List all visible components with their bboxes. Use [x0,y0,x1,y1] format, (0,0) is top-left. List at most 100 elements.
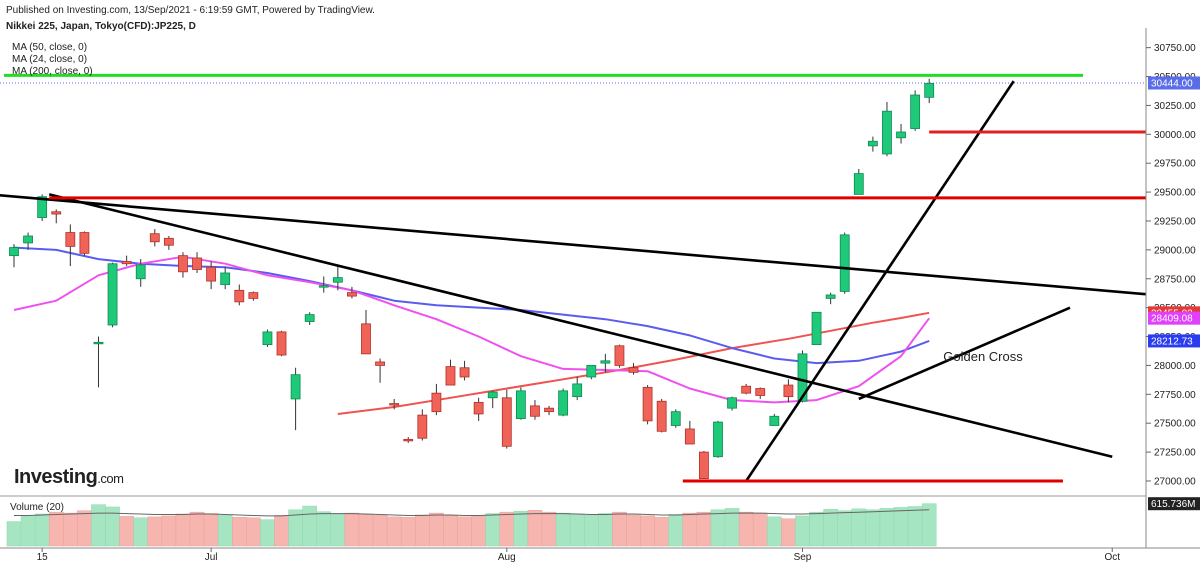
candle-body [867,140,878,147]
volume-bar [175,513,191,547]
candlesticks [9,78,935,480]
volume-bar [63,512,78,547]
candle-body [79,232,90,254]
volume-bar [372,515,388,547]
price-tick-label: 28750.00 [1154,274,1196,285]
volume-bar [513,510,529,547]
volume-bar [527,510,543,547]
volume-bar [724,508,740,547]
candle-body [924,83,935,98]
volume-bar [246,517,261,547]
logo-suffix: .com [97,471,124,486]
volume-bar [344,512,360,547]
time-tick-label: Sep [794,552,812,563]
candle-body [628,367,639,373]
volume-bar [133,517,149,547]
volume-bar [921,503,937,547]
volume-bar [654,517,669,547]
volume-bar [386,516,402,547]
price-tag-box [1148,334,1200,348]
volume-label: Volume (20) [10,502,64,513]
candle-body [276,331,287,356]
ma24-label: MA (24, close, 0) [12,54,88,65]
volume-bar [415,514,430,547]
volume-bar [823,509,838,547]
ma50-label: MA (50, close, 0) [12,42,88,53]
candle-body [741,385,752,394]
volume-bar [217,515,233,547]
volume-bar [260,519,275,547]
candle-body [149,233,160,243]
candle-body [825,294,836,299]
candle-body [670,411,681,426]
candle-body [811,311,822,346]
volume-bar [696,511,712,547]
candle-body [375,361,385,366]
volume-bar [429,512,444,547]
golden-cross-label: Golden Cross [943,349,1023,364]
time-tick-label: Jul [205,552,218,563]
candle-body [530,405,540,417]
price-tag-box [1148,311,1200,325]
candle-body [853,173,864,195]
candle-body [896,131,906,139]
volume-bar [330,513,346,547]
candle-body [431,392,442,413]
volume-bar [569,513,585,547]
candle-body [220,272,231,285]
price-tag-box [1148,76,1200,90]
volume-tag-box [1148,497,1200,511]
price-tick-label: 29500.00 [1154,188,1196,199]
candle-body [727,397,737,409]
candle-body [769,415,780,426]
volume-bar [640,515,655,547]
volume-bar [471,515,486,547]
volume-bar [668,514,684,547]
price-tag-label: 28409.08 [1151,314,1193,325]
candle-body [473,401,484,415]
volume-bar [302,505,317,547]
candle-body [37,196,48,218]
instrument-title: Nikkei 225, Japan, Tokyo(CFD):JP225, D [6,21,196,32]
candle-body [755,388,766,396]
volume-bar [795,515,810,547]
candle-body [783,384,794,398]
price-tick-label: 28000.00 [1154,361,1196,372]
logo-text: Investing [14,466,98,488]
annotations: Golden Cross [943,349,1023,364]
candle-body [600,360,611,364]
candle-body [586,365,597,378]
volume-bar [358,514,374,547]
candle-body [544,407,554,413]
candle-body [713,421,723,458]
volume-bar [457,516,472,547]
volume-bar [161,515,177,547]
candle-body [417,414,428,439]
volume-bar [147,516,163,547]
candle-body [699,451,709,480]
volume-bar [316,511,332,547]
volume-bar [541,511,557,547]
candle-body [248,292,259,299]
price-tick-label: 30250.00 [1154,101,1196,112]
volume-bar [203,513,219,547]
candle-body [262,331,273,346]
time-tick-label: Aug [498,552,516,563]
volume-bar [907,506,923,547]
candle-body [107,263,118,326]
candle-body [403,438,414,442]
volume-bar [485,513,501,547]
volume-bar [91,504,106,547]
volume-bar [555,512,571,547]
candle-body [332,277,343,283]
candle-body [501,397,512,447]
volume-bar [767,516,782,547]
candle-body [361,323,371,355]
trendlines [0,80,1200,483]
trendline-3 [858,306,1071,401]
ma200-label: MA (200, close, 0) [12,66,93,77]
price-tick-label: 27250.00 [1154,448,1196,459]
volume-bar [598,513,613,547]
